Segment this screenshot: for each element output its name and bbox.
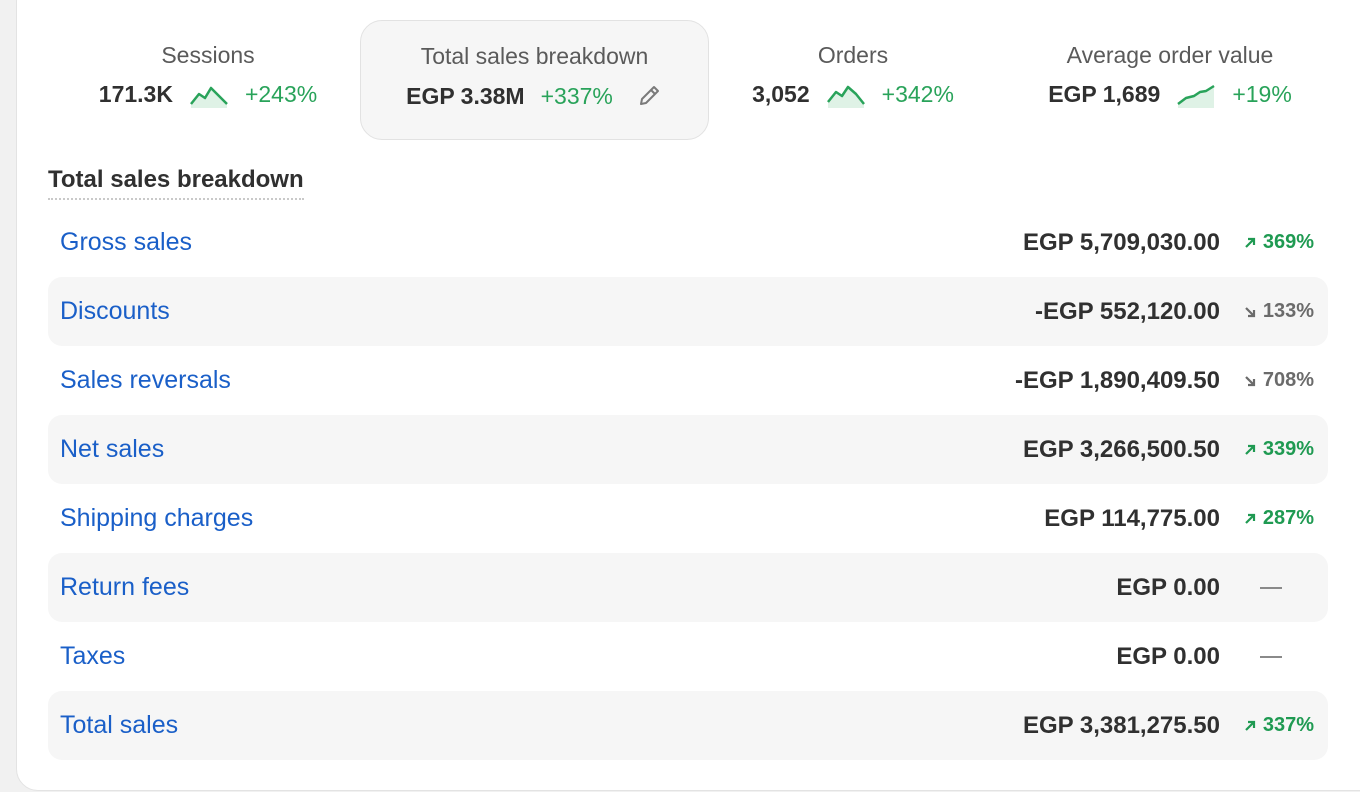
pencil-icon[interactable] xyxy=(635,82,663,110)
row-value: EGP 0.00 xyxy=(1116,642,1220,670)
row-label-link[interactable]: Shipping charges xyxy=(60,504,254,532)
row-value: -EGP 552,120.00 xyxy=(1034,297,1220,325)
metric-change: +342% xyxy=(881,81,954,107)
metric-label: Average order value xyxy=(1066,42,1274,68)
no-change-dash-icon xyxy=(1260,655,1282,658)
row-change-value: 339% xyxy=(1262,438,1314,460)
no-change-dash-icon xyxy=(1260,586,1282,589)
row-value: -EGP 1,890,409.50 xyxy=(1014,366,1220,394)
row-change: 337% xyxy=(1224,714,1314,737)
sparkline-icon xyxy=(1177,84,1215,108)
table-row: Discounts -EGP 552,120.00 133% xyxy=(48,277,1328,346)
metric-label: Total sales breakdown xyxy=(420,43,649,69)
row-value: EGP 5,709,030.00 xyxy=(1022,228,1220,256)
table-row: Gross sales EGP 5,709,030.00 369% xyxy=(48,208,1328,277)
row-label-link[interactable]: Return fees xyxy=(60,573,190,601)
table-row: Shipping charges EGP 114,775.00 287% xyxy=(48,484,1328,553)
metric-average-order-value[interactable]: Average order value EGP 1,689 +19% xyxy=(1010,20,1330,140)
metric-value: 3,052 xyxy=(752,81,810,107)
arrow-up-right-icon xyxy=(1245,720,1255,731)
table-row: Taxes EGP 0.00 xyxy=(48,622,1328,691)
arrow-up-right-icon xyxy=(1245,237,1255,248)
row-value: EGP 3,381,275.50 xyxy=(1022,711,1220,739)
breakdown-title: Total sales breakdown xyxy=(48,166,304,200)
row-label-link[interactable]: Net sales xyxy=(60,435,165,463)
breakdown-table: Gross sales EGP 5,709,030.00 369% Discou… xyxy=(48,208,1328,760)
row-change: 369% xyxy=(1224,231,1314,254)
metric-value: EGP 1,689 xyxy=(1048,81,1161,107)
sparkline-icon xyxy=(826,85,865,108)
row-value: EGP 3,266,500.50 xyxy=(1022,435,1220,463)
metric-value: 171.3K xyxy=(98,81,173,107)
row-change: 287% xyxy=(1224,507,1314,530)
metric-sessions[interactable]: Sessions 171.3K +243% xyxy=(68,20,348,140)
metric-change: +337% xyxy=(540,82,613,109)
sparkline-icon xyxy=(189,86,228,108)
row-label-link[interactable]: Total sales xyxy=(60,711,179,739)
row-change-value: 133% xyxy=(1262,300,1314,322)
row-change-value: 708% xyxy=(1262,369,1314,391)
metric-orders[interactable]: Orders 3,052 +342% xyxy=(716,20,990,140)
row-label-link[interactable]: Discounts xyxy=(60,297,170,325)
arrow-down-right-icon xyxy=(1245,306,1255,317)
row-change xyxy=(1236,586,1306,589)
row-label-link[interactable]: Taxes xyxy=(60,642,126,670)
metric-label: Sessions xyxy=(161,42,255,68)
row-change-value: 287% xyxy=(1262,507,1314,529)
table-row: Total sales EGP 3,381,275.50 337% xyxy=(48,691,1328,760)
metrics-bar: Sessions 171.3K +243% Total sales breakd… xyxy=(0,0,1360,150)
row-value: EGP 114,775.00 xyxy=(1044,504,1220,532)
metric-change: +243% xyxy=(244,81,318,107)
metric-label: Orders xyxy=(817,42,889,68)
row-change-value: 369% xyxy=(1262,231,1314,253)
arrow-up-right-icon xyxy=(1245,513,1255,524)
metric-value: EGP 3.38M xyxy=(406,82,525,109)
row-label-link[interactable]: Sales reversals xyxy=(60,366,231,394)
row-change-value: 337% xyxy=(1262,714,1314,736)
metric-change: +19% xyxy=(1232,81,1292,107)
table-row: Sales reversals -EGP 1,890,409.50 708% xyxy=(48,346,1328,415)
row-change: 133% xyxy=(1224,300,1314,323)
table-row: Return fees EGP 0.00 xyxy=(48,553,1328,622)
metric-total-sales[interactable]: Total sales breakdown EGP 3.38M +337% xyxy=(360,20,709,140)
row-change: 708% xyxy=(1224,369,1314,392)
row-change: 339% xyxy=(1224,438,1314,461)
arrow-up-right-icon xyxy=(1245,444,1255,455)
row-label-link[interactable]: Gross sales xyxy=(60,228,192,256)
row-change xyxy=(1236,655,1306,658)
row-value: EGP 0.00 xyxy=(1116,573,1220,601)
arrow-down-right-icon xyxy=(1245,375,1255,386)
table-row: Net sales EGP 3,266,500.50 339% xyxy=(48,415,1328,484)
